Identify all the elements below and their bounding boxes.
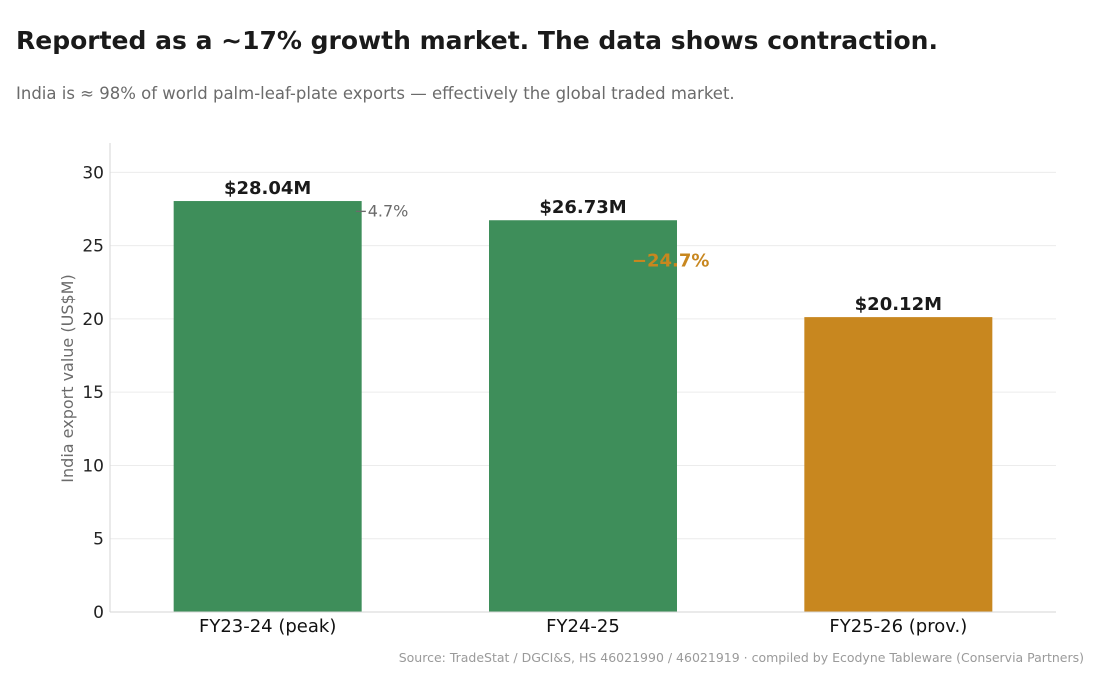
chart-title: Reported as a ~17% growth market. The da… bbox=[16, 26, 938, 55]
x-tick-label: FY23-24 (peak) bbox=[199, 616, 336, 637]
axes: 0 5 10 15 20 25 30 India export value (US$M) bbox=[58, 143, 1056, 623]
x-tick-label: FY25-26 (prov.) bbox=[829, 616, 967, 637]
bar-value-label: $26.73M bbox=[539, 197, 626, 218]
y-tick-label: 30 bbox=[82, 163, 104, 183]
change-annotation: −4.7% bbox=[354, 201, 408, 220]
y-axis-label: India export value (US$M) bbox=[58, 274, 77, 482]
chart-subtitle: India is ≈ 98% of world palm-leaf-plate … bbox=[16, 84, 735, 103]
y-tick-label: 10 bbox=[82, 456, 104, 476]
source-note: Source: TradeStat / DGCI&S, HS 46021990 … bbox=[398, 650, 1084, 665]
y-tick-label: 25 bbox=[82, 237, 104, 257]
bar-value-label: $28.04M bbox=[224, 178, 311, 199]
y-tick-label: 0 bbox=[93, 603, 104, 623]
bar bbox=[173, 201, 362, 612]
bar bbox=[804, 317, 993, 612]
labels: $28.04M FY23-24 (peak) $26.73M FY24-25 $20.1… bbox=[199, 178, 967, 637]
x-tick-label: FY24-25 bbox=[546, 616, 620, 637]
bars bbox=[173, 201, 993, 612]
y-tick-label: 15 bbox=[82, 383, 104, 403]
change-annotation: −24.7% bbox=[632, 250, 710, 271]
bar bbox=[489, 220, 677, 612]
y-tick-label: 5 bbox=[93, 530, 104, 550]
bar-value-label: $20.12M bbox=[855, 294, 942, 315]
y-tick-label: 20 bbox=[82, 310, 104, 330]
